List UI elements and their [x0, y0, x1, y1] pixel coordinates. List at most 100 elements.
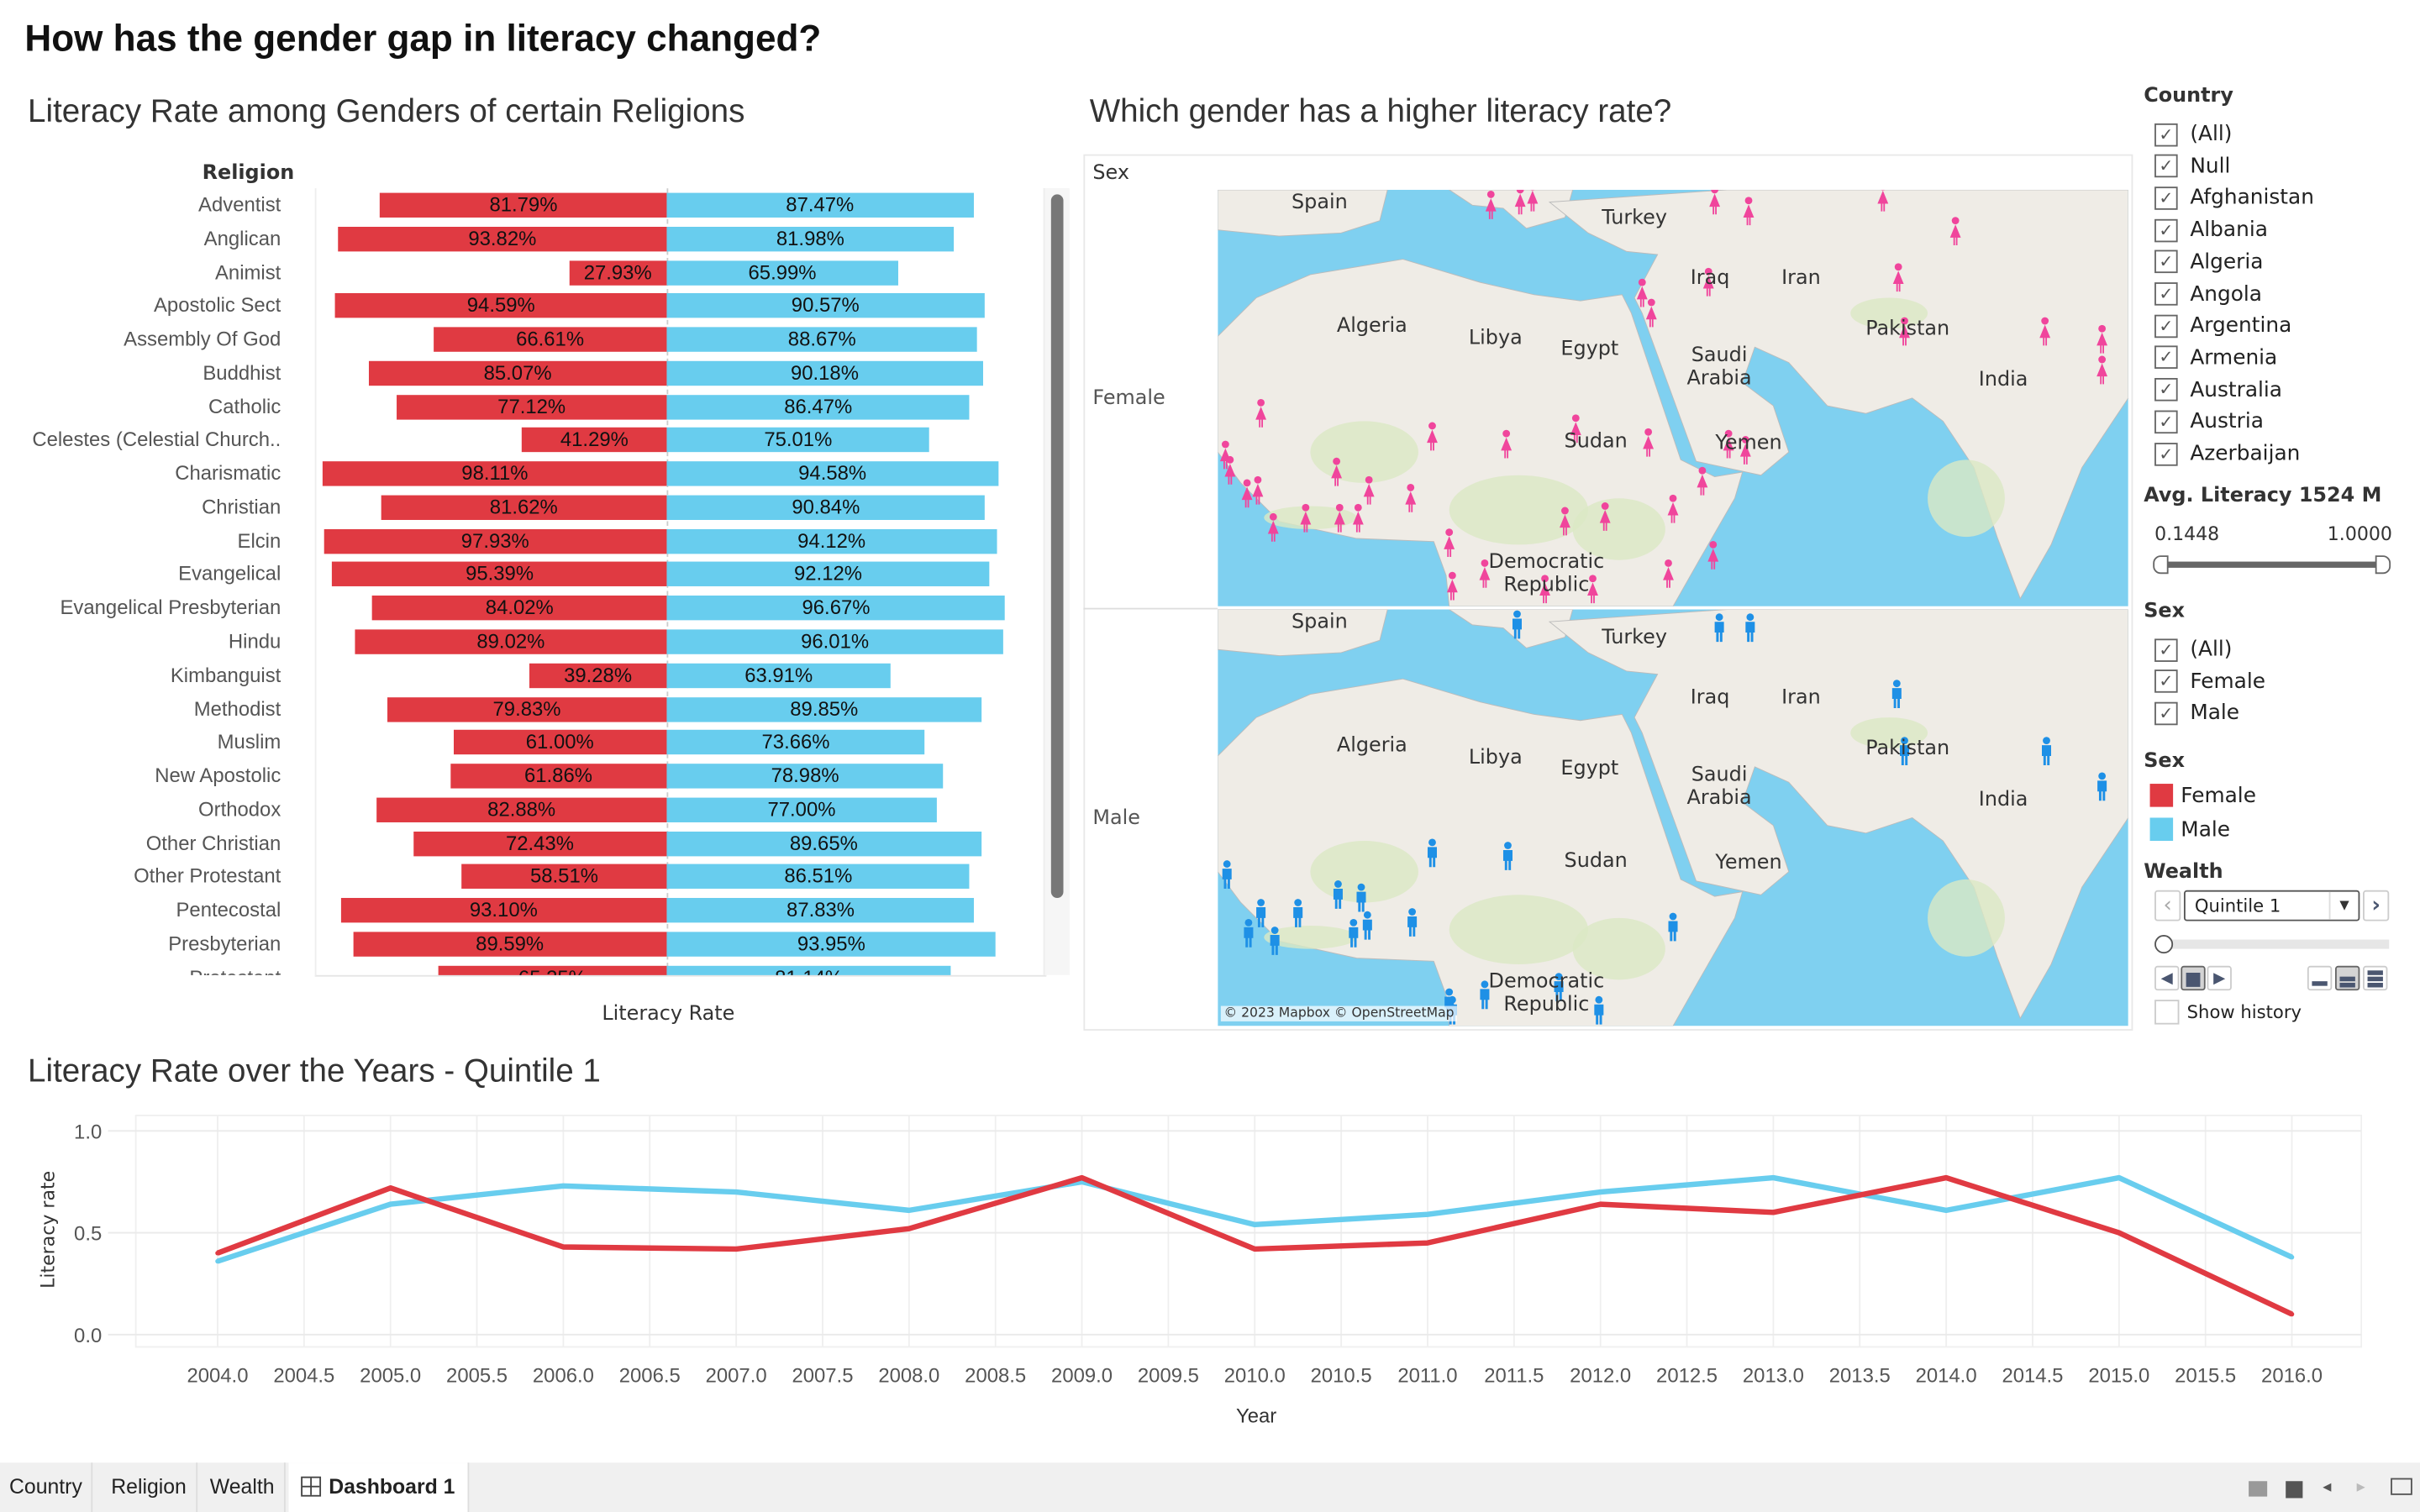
female-marker-icon[interactable] — [1267, 512, 1279, 542]
bar-female[interactable] — [340, 898, 667, 923]
female-marker-icon[interactable] — [1739, 436, 1751, 465]
female-marker-icon[interactable] — [1352, 503, 1364, 533]
female-marker-icon[interactable] — [1479, 559, 1491, 588]
female-marker-icon[interactable] — [1892, 263, 1904, 292]
slider-min-handle[interactable] — [2153, 555, 2169, 575]
bar-female[interactable] — [387, 696, 667, 722]
line-point[interactable] — [1944, 1208, 1949, 1213]
line-point[interactable] — [2117, 1230, 2122, 1236]
female-marker-icon[interactable] — [1570, 414, 1581, 444]
female-marker-icon[interactable] — [1599, 502, 1611, 531]
male-marker-icon[interactable] — [1362, 911, 1372, 940]
bar-female[interactable] — [396, 394, 667, 419]
male-marker-icon[interactable] — [1714, 613, 1724, 643]
play-back-button[interactable]: ◀ — [2154, 965, 2180, 991]
tab-wealth[interactable]: Wealth — [201, 1462, 286, 1512]
filmstrip-icon[interactable] — [2286, 1481, 2303, 1499]
male-marker-icon[interactable] — [1502, 842, 1512, 870]
map-female[interactable]: Spain Turkey Iraq Iran Algeria Libya Egypt Saud… — [1218, 189, 2128, 606]
checkbox-checked-icon[interactable]: ✓ — [2154, 638, 2178, 662]
male-marker-icon[interactable] — [2097, 772, 2107, 801]
bar-male[interactable] — [666, 864, 971, 890]
line-point[interactable] — [1944, 1175, 1949, 1180]
map-male[interactable]: Spain Turkey Iraq Iran Algeria Libya Egypt Saud… — [1218, 609, 2128, 1026]
bar-female[interactable] — [450, 764, 667, 789]
legend-male[interactable]: Male — [2181, 817, 2231, 843]
line-point[interactable] — [907, 1226, 912, 1231]
female-marker-icon[interactable] — [1405, 483, 1417, 512]
female-marker-icon[interactable] — [1334, 503, 1345, 533]
male-marker-icon[interactable] — [1333, 880, 1343, 909]
female-marker-icon[interactable] — [1743, 197, 1754, 226]
checkbox-checked-icon[interactable]: ✓ — [2154, 155, 2178, 178]
avg-literacy-slider[interactable] — [2153, 555, 2391, 575]
country-option[interactable]: ✓ Algeria — [2154, 247, 2263, 278]
bar-male[interactable] — [666, 293, 985, 318]
wealth-slider-handle[interactable] — [2154, 935, 2174, 954]
female-marker-icon[interactable] — [1702, 267, 1714, 297]
female-marker-icon[interactable] — [1255, 398, 1267, 428]
bar-female[interactable] — [335, 293, 667, 318]
female-marker-icon[interactable] — [1723, 429, 1734, 459]
country-option[interactable]: ✓ Albania — [2154, 214, 2268, 245]
country-option[interactable]: ✓ Armenia — [2154, 343, 2277, 374]
tab-dashboard-1[interactable]: Dashboard 1 — [288, 1462, 469, 1512]
female-marker-icon[interactable] — [1707, 540, 1719, 570]
male-marker-icon[interactable] — [1668, 912, 1678, 942]
line-point[interactable] — [734, 1189, 739, 1194]
sheet-sorter-icon[interactable] — [2249, 1481, 2268, 1497]
checkbox-checked-icon[interactable]: ✓ — [2154, 442, 2178, 465]
bar-male[interactable] — [666, 696, 982, 722]
sex-option[interactable]: ✓ (All) — [2154, 634, 2232, 665]
country-option[interactable]: ✓ Afghanistan — [2154, 182, 2314, 213]
female-marker-icon[interactable] — [1645, 298, 1657, 328]
bar-female[interactable] — [438, 965, 667, 975]
prev-sheet-icon[interactable]: ◂ — [2323, 1476, 2332, 1497]
bar-male[interactable] — [666, 965, 951, 975]
legend-female[interactable]: Female — [2181, 784, 2256, 809]
male-marker-icon[interactable] — [1594, 995, 1604, 1025]
male-marker-icon[interactable] — [1293, 899, 1303, 927]
presentation-mode-icon[interactable] — [2391, 1478, 2412, 1495]
bar-male[interactable] — [666, 360, 983, 386]
bar-female[interactable] — [569, 260, 667, 285]
checkbox-checked-icon[interactable]: ✓ — [2154, 701, 2178, 726]
female-marker-icon[interactable] — [1485, 191, 1497, 219]
female-marker-icon[interactable] — [1427, 422, 1438, 451]
bar-male[interactable] — [666, 562, 990, 587]
next-sheet-icon[interactable]: ▸ — [2356, 1476, 2365, 1497]
female-marker-icon[interactable] — [1667, 494, 1679, 523]
female-marker-icon[interactable] — [1697, 466, 1708, 496]
female-marker-icon[interactable] — [1331, 457, 1343, 486]
male-marker-icon[interactable] — [1745, 613, 1755, 643]
male-marker-icon[interactable] — [1222, 860, 1232, 889]
bar-male[interactable] — [666, 394, 970, 419]
country-option[interactable]: ✓ Azerbaijan — [2154, 438, 2300, 470]
chevron-down-icon[interactable]: ▼ — [2328, 891, 2359, 920]
bar-female[interactable] — [332, 562, 667, 587]
line-point[interactable] — [1770, 1210, 1776, 1215]
line-point[interactable] — [1252, 1247, 1258, 1252]
bar-male[interactable] — [666, 730, 925, 755]
wealth-prev-button[interactable]: ‹ — [2154, 890, 2181, 921]
wealth-slider[interactable] — [2154, 935, 2390, 954]
female-marker-icon[interactable] — [1877, 189, 1889, 212]
female-marker-icon[interactable] — [1241, 479, 1253, 508]
map-attribution[interactable]: © 2023 Mapbox © OpenStreetMap — [1220, 1005, 1458, 1021]
male-marker-icon[interactable] — [1891, 680, 1902, 709]
female-marker-icon[interactable] — [2039, 317, 2051, 346]
bar-female[interactable] — [352, 932, 667, 957]
bar-male[interactable] — [666, 764, 944, 789]
female-marker-icon[interactable] — [1539, 575, 1550, 604]
bar-female[interactable] — [381, 495, 667, 520]
male-marker-icon[interactable] — [1900, 737, 1910, 766]
bar-female[interactable] — [529, 663, 667, 688]
bar-female[interactable] — [372, 596, 667, 621]
line-point[interactable] — [907, 1208, 912, 1213]
bar-female[interactable] — [355, 629, 667, 654]
female-marker-icon[interactable] — [1446, 571, 1458, 601]
female-marker-icon[interactable] — [1219, 440, 1231, 470]
female-marker-icon[interactable] — [1252, 475, 1264, 505]
male-marker-icon[interactable] — [1256, 899, 1266, 927]
speed-medium-icon[interactable] — [2334, 965, 2360, 991]
